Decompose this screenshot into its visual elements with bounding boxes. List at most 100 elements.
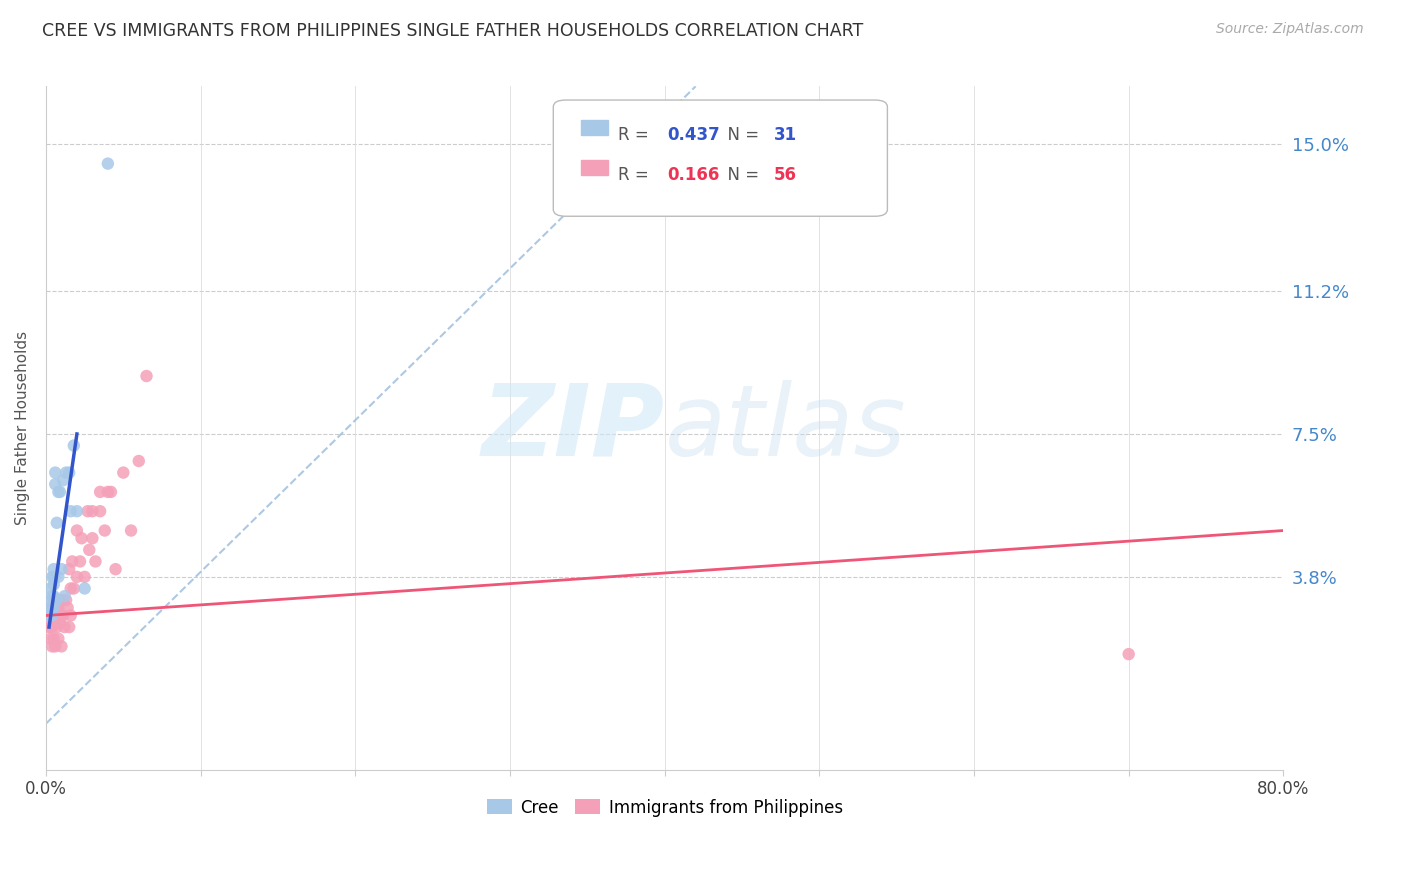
Point xyxy=(39,632,62,646)
Point xyxy=(66,570,89,584)
Point xyxy=(42,632,65,646)
Point xyxy=(39,593,62,607)
Point xyxy=(59,608,82,623)
Point xyxy=(41,608,63,623)
Text: atlas: atlas xyxy=(665,380,907,476)
Point xyxy=(45,516,67,530)
Point xyxy=(89,504,111,518)
Point xyxy=(46,570,69,584)
Point xyxy=(82,504,104,518)
Point xyxy=(89,484,111,499)
Point xyxy=(44,640,66,654)
Point xyxy=(120,524,142,538)
Point xyxy=(49,593,72,607)
Point xyxy=(41,570,63,584)
Point xyxy=(42,562,65,576)
Point xyxy=(41,620,63,634)
Point xyxy=(41,600,63,615)
Point xyxy=(42,570,65,584)
Point xyxy=(42,600,65,615)
Bar xyxy=(581,160,607,175)
Point xyxy=(56,600,79,615)
Point xyxy=(39,600,62,615)
Point xyxy=(45,593,67,607)
Point xyxy=(44,593,66,607)
Point xyxy=(45,600,67,615)
Point xyxy=(52,593,75,607)
Text: 31: 31 xyxy=(773,126,797,144)
Point xyxy=(77,542,100,557)
Point xyxy=(42,577,65,591)
Point xyxy=(39,582,62,596)
Point xyxy=(51,608,73,623)
Text: R =: R = xyxy=(617,126,654,144)
Point xyxy=(73,570,96,584)
Point xyxy=(97,484,120,499)
FancyBboxPatch shape xyxy=(554,100,887,216)
Point xyxy=(58,620,80,634)
Point xyxy=(135,369,157,384)
Point xyxy=(42,589,65,603)
Y-axis label: Single Father Households: Single Father Households xyxy=(15,331,30,525)
Point xyxy=(94,524,117,538)
Point xyxy=(45,620,67,634)
Point xyxy=(66,524,89,538)
Point xyxy=(112,466,135,480)
Point xyxy=(128,454,150,468)
Point xyxy=(100,484,122,499)
Point xyxy=(76,504,98,518)
Point xyxy=(38,608,60,623)
Text: N =: N = xyxy=(717,126,763,144)
Point xyxy=(46,632,69,646)
Point xyxy=(44,593,66,607)
Point xyxy=(41,640,63,654)
Point xyxy=(44,477,66,491)
Point xyxy=(104,562,127,576)
Point xyxy=(58,562,80,576)
Point xyxy=(38,608,60,623)
Point xyxy=(52,473,75,487)
Point xyxy=(52,608,75,623)
Point xyxy=(73,582,96,596)
Point xyxy=(60,554,83,568)
Text: 0.166: 0.166 xyxy=(666,166,720,184)
Text: N =: N = xyxy=(717,166,763,184)
Point xyxy=(53,620,76,634)
Point xyxy=(42,608,65,623)
Text: 56: 56 xyxy=(773,166,797,184)
Point xyxy=(58,466,80,480)
Point xyxy=(55,593,77,607)
Text: CREE VS IMMIGRANTS FROM PHILIPPINES SINGLE FATHER HOUSEHOLDS CORRELATION CHART: CREE VS IMMIGRANTS FROM PHILIPPINES SING… xyxy=(42,22,863,40)
Point xyxy=(51,562,73,576)
Point xyxy=(51,640,73,654)
Bar xyxy=(581,120,607,135)
Point xyxy=(97,156,120,170)
Text: ZIP: ZIP xyxy=(482,380,665,476)
Point xyxy=(53,589,76,603)
Text: 0.437: 0.437 xyxy=(666,126,720,144)
Point xyxy=(69,554,91,568)
Point xyxy=(82,531,104,545)
Text: R =: R = xyxy=(617,166,654,184)
Point xyxy=(66,504,89,518)
Point xyxy=(38,620,60,634)
Point xyxy=(46,608,69,623)
Point xyxy=(59,504,82,518)
Point xyxy=(1118,647,1140,661)
Point xyxy=(42,616,65,631)
Point xyxy=(39,608,62,623)
Point xyxy=(42,593,65,607)
Text: Source: ZipAtlas.com: Source: ZipAtlas.com xyxy=(1216,22,1364,37)
Point xyxy=(62,439,84,453)
Point xyxy=(46,600,69,615)
Point xyxy=(59,582,82,596)
Point xyxy=(62,582,84,596)
Point xyxy=(70,531,93,545)
Point xyxy=(44,608,66,623)
Point xyxy=(41,589,63,603)
Point xyxy=(49,484,72,499)
Point xyxy=(46,484,69,499)
Point xyxy=(39,620,62,634)
Point xyxy=(44,466,66,480)
Legend: Cree, Immigrants from Philippines: Cree, Immigrants from Philippines xyxy=(479,792,849,823)
